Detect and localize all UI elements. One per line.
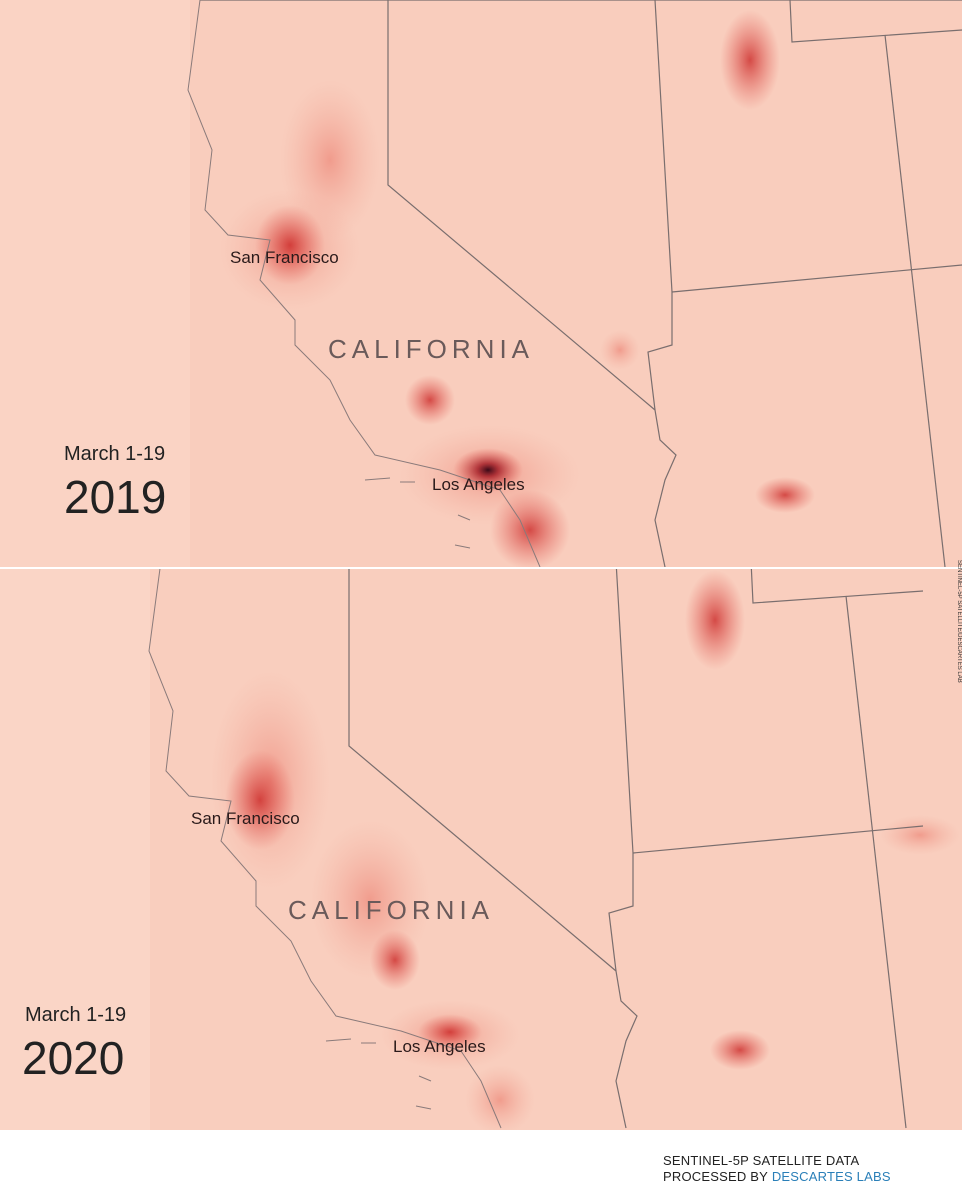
credit-prefix: PROCESSED BY xyxy=(663,1169,768,1184)
city-label: San Francisco xyxy=(191,809,300,828)
side-credit: SENTINEL-5P SATELLITE/DESCARTES LAB xyxy=(956,560,962,683)
city-label: Los Angeles xyxy=(393,1037,486,1056)
credit-org: DESCARTES LABS xyxy=(771,1169,891,1184)
city-label: San Francisco xyxy=(230,248,339,267)
date-range: March 1-19 xyxy=(25,1004,126,1026)
divider xyxy=(0,567,962,569)
city-label: Los Angeles xyxy=(432,475,525,494)
year: 2020 xyxy=(22,1032,124,1084)
credit: SENTINEL-5P SATELLITE DATA PROCESSED BY … xyxy=(663,1153,891,1185)
state-label: CALIFORNIA xyxy=(328,334,534,364)
map-2020: San Francisco CALIFORNIA Los Angeles Mar… xyxy=(0,569,962,1130)
state-label: CALIFORNIA xyxy=(288,895,494,925)
map-2019: San Francisco CALIFORNIA Los Angeles Mar… xyxy=(0,0,962,567)
credit-line: SENTINEL-5P SATELLITE DATA xyxy=(663,1153,860,1168)
maps: San Francisco CALIFORNIA Los Angeles Mar… xyxy=(0,0,962,1130)
credit-line: PROCESSED BY DESCARTES LABS xyxy=(663,1169,891,1185)
date-range: March 1-19 xyxy=(64,443,165,465)
year: 2019 xyxy=(64,471,166,523)
